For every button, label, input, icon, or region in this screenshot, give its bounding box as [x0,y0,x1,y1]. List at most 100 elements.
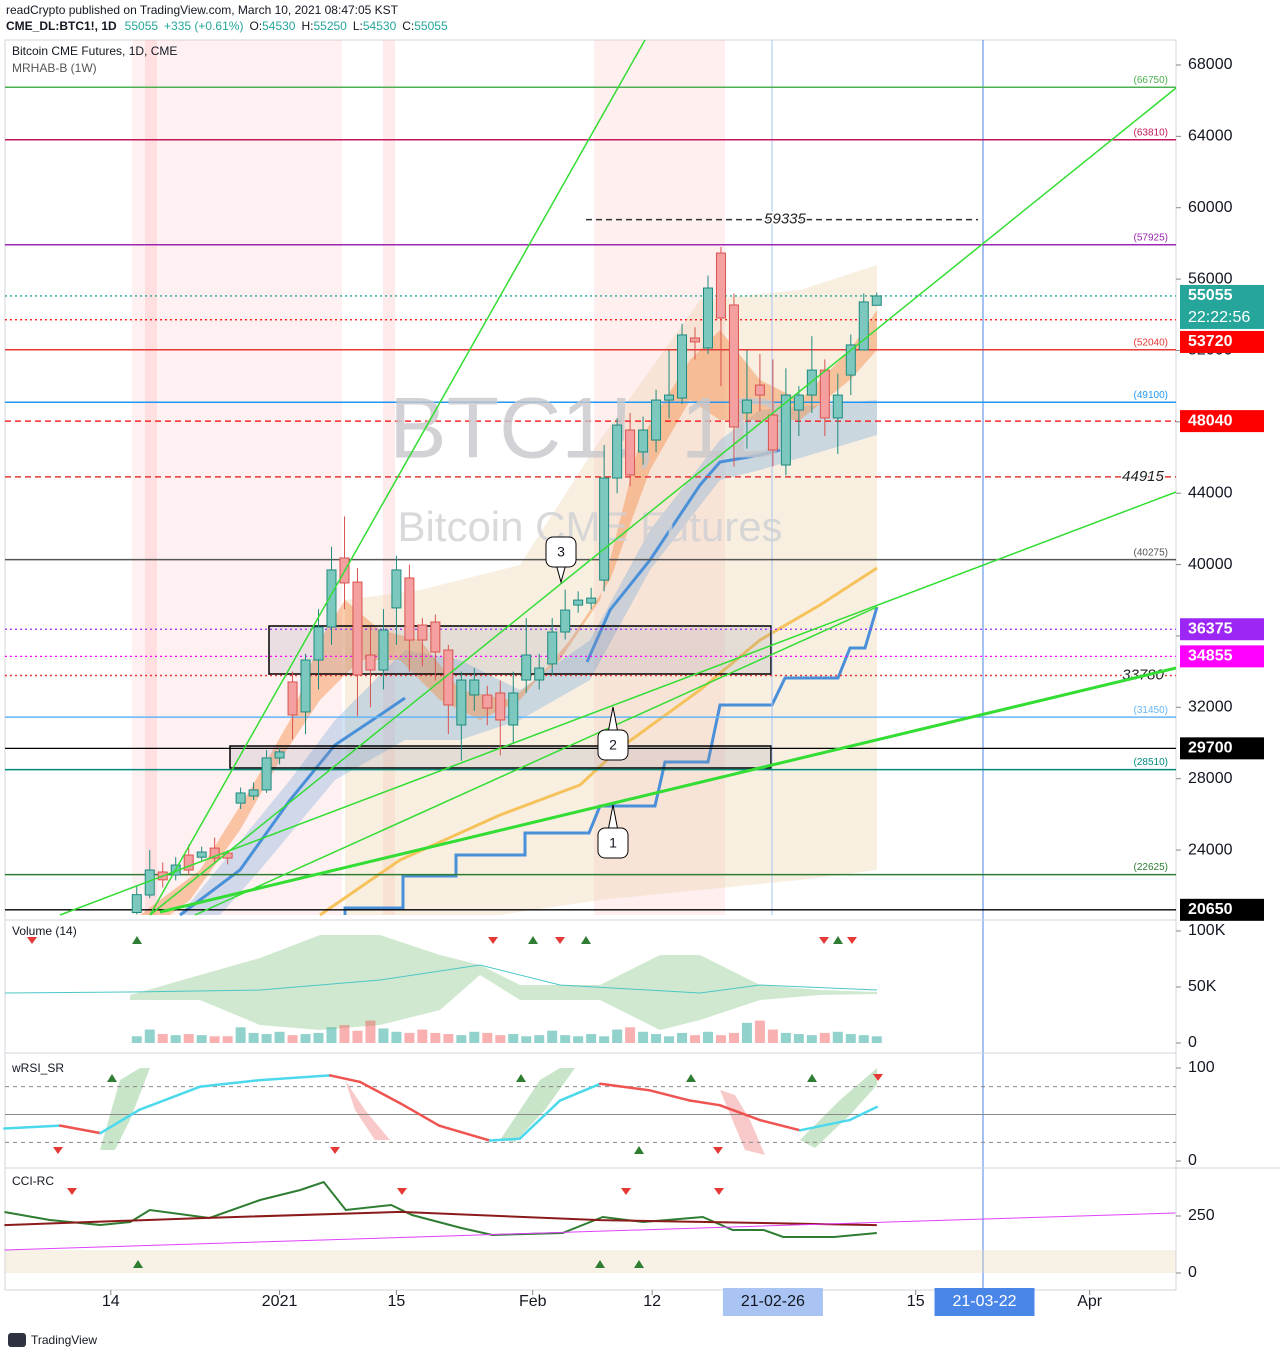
candle-body [534,667,545,681]
volume-bar [754,1020,765,1043]
watermark-symbol: BTC1!, 1D [389,381,790,477]
rsi-segment [138,1085,202,1112]
x-tick-label: 14 [102,1293,120,1310]
signal-markers [27,936,883,1268]
candle-body [521,654,532,681]
candle-body [690,337,701,343]
volume-bar [339,1025,350,1043]
x-tick-label: Apr [1077,1293,1103,1310]
buy-marker [516,1074,526,1082]
callout-box [597,827,629,859]
volume-bar [586,1034,597,1043]
x-tick-label: 15 [907,1293,925,1310]
volume-bar [365,1020,376,1043]
y-tick-label: 0 [1188,1152,1197,1169]
sell-marker [714,1188,724,1195]
marked-label: 44915 [1122,468,1164,485]
sell-marker [873,1074,883,1081]
y-tick-label: 68000 [1188,56,1233,73]
candle-body [209,847,220,859]
volume-bar [560,1035,571,1043]
rsi-segment [328,1074,362,1084]
candle-body [715,252,726,319]
sell-marker [713,1147,723,1154]
candle-body [456,679,467,726]
sell-marker [397,1188,407,1195]
y-tick-label: 0 [1188,1264,1197,1281]
x-tick-label: Feb [519,1293,547,1310]
x-tick-label: 21-03-22 [952,1293,1016,1310]
callout-box [597,729,629,761]
rsi-segment [258,1074,332,1082]
volume-bar [845,1034,856,1043]
volume-bar [131,1036,142,1043]
session-band [145,40,157,915]
cci-line [4,1210,877,1227]
volume-bar [443,1034,454,1043]
watermark-name: Bitcoin CME Futures [397,503,782,550]
volume-bar [508,1034,519,1043]
trend-line [59,491,1177,916]
trend-line [159,666,1177,914]
price-tag-label: 55055 [1188,287,1233,304]
volume-bar [209,1036,220,1043]
rsi-segment [598,1082,651,1092]
volume-bar [780,1032,791,1043]
price-tag [1180,898,1264,921]
volume-bar [547,1030,558,1043]
level-label: (31450) [1134,705,1168,716]
header-field: L: [353,19,363,33]
level-label: (66750) [1134,75,1168,86]
candle-body [586,597,597,604]
header-field: H: [301,19,313,33]
volume-bar [235,1027,246,1043]
buy-marker [833,936,843,944]
candle-body [495,692,506,721]
candle-body [573,599,584,606]
rsi-segment [848,1105,879,1122]
candle-body [599,477,610,581]
countdown: 22:22:56 [1188,309,1250,326]
y-tick-label: 100K [1188,922,1226,939]
buy-marker [686,1074,696,1082]
candle-body [560,609,571,633]
volume-bar [495,1035,506,1043]
candle-body [196,851,207,858]
price-tag-label: 48040 [1188,412,1233,429]
x-tick-label: 15 [388,1293,406,1310]
candle-body [638,429,649,453]
candle-body [702,287,713,349]
rsi-ribbon [800,1068,877,1148]
pane-title: Bitcoin CME Futures, 1D, CME [12,44,177,58]
volume-bar [469,1031,480,1043]
volume-bar [599,1036,610,1043]
level-label: (63810) [1134,127,1168,138]
volume-bar [702,1031,713,1043]
rsi-segment [648,1089,692,1102]
pane-subtitle: MRHAB-B (1W) [12,61,97,75]
volume-bar [573,1036,584,1043]
header-field: 54530 [262,19,296,33]
volume-bar [404,1032,415,1043]
header-field: 55250 [313,19,347,33]
rsi-segment [199,1078,262,1088]
volume-bar [858,1035,869,1043]
volume-bar [819,1032,830,1043]
level-label: (22625) [1134,862,1168,873]
volume-bar [183,1034,194,1043]
buy-marker [634,1260,644,1268]
volume-bar [378,1028,389,1043]
volume-bar [871,1036,882,1043]
trend-line [149,87,1177,916]
volume-bar [482,1032,493,1043]
footer: TradingView [31,1333,97,1347]
range-box [268,625,772,675]
level-label: (28510) [1134,757,1168,768]
rsi-ribbon [720,1090,765,1155]
volume-bar [274,1031,285,1043]
level-label: (57925) [1134,232,1168,243]
callout-pointer [607,804,619,832]
candle-body [651,399,662,441]
candle-body [352,581,363,676]
candle-body [469,679,480,696]
